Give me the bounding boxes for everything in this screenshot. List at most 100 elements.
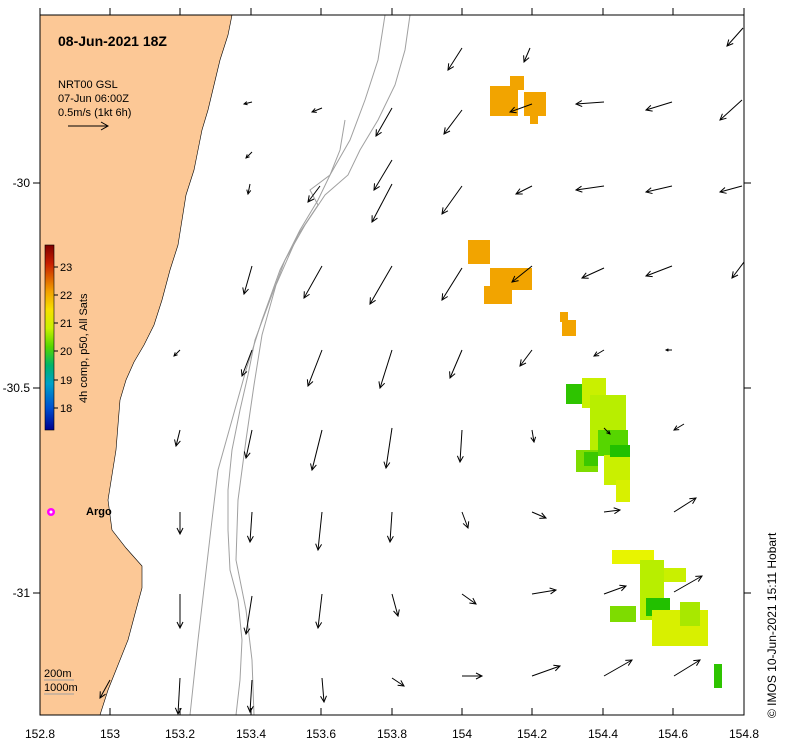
current-vector xyxy=(593,349,605,357)
current-vector xyxy=(176,594,184,630)
current-vector xyxy=(644,101,673,112)
current-vector xyxy=(243,595,253,636)
current-vector xyxy=(447,47,463,71)
current-vector xyxy=(99,679,111,699)
x-tick-label: 152.8 xyxy=(25,727,55,741)
current-vector xyxy=(673,423,685,431)
x-tick-label: 154.6 xyxy=(658,727,688,741)
current-vector xyxy=(383,427,393,470)
current-vector xyxy=(245,151,253,159)
current-vector xyxy=(173,349,181,357)
current-vector xyxy=(449,349,463,380)
current-vector xyxy=(531,587,558,595)
current-vector xyxy=(443,109,463,135)
current-vector xyxy=(574,100,605,108)
current-vector xyxy=(726,27,744,47)
x-tick-label: 153 xyxy=(100,727,120,741)
x-tick-label: 154.2 xyxy=(517,727,547,741)
current-vector xyxy=(369,265,393,305)
current-vector xyxy=(644,265,673,278)
current-vector xyxy=(315,511,323,552)
current-vector xyxy=(242,101,253,106)
current-vector xyxy=(240,349,253,378)
current-vector xyxy=(603,427,611,435)
colorbar-tick-label: 20 xyxy=(60,346,72,358)
colorbar-tick-label: 21 xyxy=(60,318,72,330)
x-tick-label: 153.8 xyxy=(377,727,407,741)
current-vector xyxy=(306,349,323,388)
current-vector xyxy=(530,429,537,444)
current-vector xyxy=(303,265,323,299)
current-vector xyxy=(242,265,253,296)
sst-patch-green-mid xyxy=(566,378,630,502)
current-vector xyxy=(531,511,548,519)
credit-label: © IMOS 10-Jun-2021 15:11 Hobart xyxy=(765,532,779,718)
current-vector xyxy=(246,679,254,714)
current-vector xyxy=(731,261,744,279)
current-vector xyxy=(456,429,464,464)
current-vector xyxy=(461,511,470,530)
product-label: NRT00 GSL xyxy=(58,79,118,91)
sst-patch-warm-north xyxy=(490,76,546,124)
current-vector xyxy=(371,183,393,223)
current-vector xyxy=(375,107,393,137)
x-axis: 152.8 153 153.2 153.4 153.6 153.8 154 154.2 154.… xyxy=(25,8,759,741)
current-vector xyxy=(176,512,184,536)
depth-legend-200m: 200m xyxy=(44,668,72,680)
current-vector xyxy=(378,349,393,390)
current-vector xyxy=(174,429,181,448)
current-vector xyxy=(441,185,463,215)
colorbar-tick-label: 23 xyxy=(60,262,72,274)
y-tick-label: -30.5 xyxy=(3,381,31,395)
current-vector xyxy=(603,507,622,515)
x-tick-label: 153.2 xyxy=(165,727,195,741)
isobath-200m xyxy=(227,15,411,715)
y-tick-label: -31 xyxy=(13,586,31,600)
current-vector xyxy=(515,185,533,195)
isobath-deep xyxy=(235,119,346,715)
x-tick-label: 153.6 xyxy=(306,727,336,741)
current-vector xyxy=(664,348,672,352)
current-vector xyxy=(673,575,703,593)
current-vector xyxy=(719,99,743,121)
current-vector xyxy=(718,185,743,194)
colorbar-ticks: 23 22 21 20 19 18 xyxy=(54,262,72,415)
depth-legend-1000m: 1000m xyxy=(44,682,78,694)
land-mass xyxy=(40,15,233,715)
current-vector xyxy=(315,593,323,630)
current-vector xyxy=(603,584,628,595)
current-vector xyxy=(603,659,633,677)
current-vector xyxy=(673,659,701,677)
y-tick-label: -30 xyxy=(13,176,31,190)
product-time: 07-Jun 06:00Z xyxy=(58,93,129,105)
current-vector xyxy=(310,107,323,113)
current-vector xyxy=(519,349,533,367)
colorbar-tick-label: 18 xyxy=(60,403,72,415)
sst-patch-warm-mid xyxy=(468,240,576,336)
y-axis: -30 -30.5 -31 xyxy=(3,176,751,600)
current-vector xyxy=(373,159,393,191)
current-vector xyxy=(246,511,254,544)
current-vector xyxy=(531,664,562,677)
current-vector xyxy=(462,672,484,680)
map-title: 08-Jun-2021 18Z xyxy=(58,33,167,49)
current-vector xyxy=(391,677,405,687)
argo-label: Argo xyxy=(86,506,112,518)
x-tick-label: 153.4 xyxy=(236,727,266,741)
current-vector xyxy=(580,267,605,279)
colorbar xyxy=(44,244,55,431)
current-vector xyxy=(391,593,400,618)
isobath-1000m xyxy=(189,15,386,715)
argo-float-marker xyxy=(47,508,55,516)
current-vector xyxy=(461,593,477,605)
current-vector xyxy=(644,185,673,195)
colorbar-tick-label: 19 xyxy=(60,375,72,387)
scale-label: 0.5m/s (1kt 6h) xyxy=(58,107,131,119)
current-vector xyxy=(574,185,605,193)
current-vector xyxy=(523,47,531,64)
current-vector xyxy=(511,265,533,283)
current-vectors xyxy=(99,27,744,715)
current-vector xyxy=(320,677,327,704)
current-vector xyxy=(386,511,394,544)
colorbar-tick-label: 22 xyxy=(60,290,72,302)
